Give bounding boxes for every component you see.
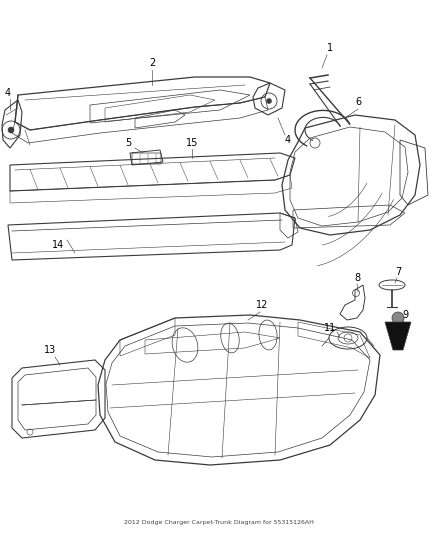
Polygon shape bbox=[385, 322, 411, 350]
Text: 14: 14 bbox=[52, 240, 64, 250]
Text: 12: 12 bbox=[256, 300, 268, 310]
Text: 11: 11 bbox=[324, 323, 336, 333]
Text: 2012 Dodge Charger Carpet-Trunk Diagram for 55315126AH: 2012 Dodge Charger Carpet-Trunk Diagram … bbox=[124, 520, 314, 525]
Text: 9: 9 bbox=[402, 310, 408, 320]
Circle shape bbox=[8, 127, 14, 133]
Circle shape bbox=[266, 99, 272, 103]
Text: 15: 15 bbox=[186, 138, 198, 148]
Text: 2: 2 bbox=[149, 58, 155, 68]
Text: 1: 1 bbox=[327, 43, 333, 53]
Circle shape bbox=[392, 312, 404, 324]
Text: 7: 7 bbox=[395, 267, 401, 277]
Text: 5: 5 bbox=[125, 138, 131, 148]
Text: 8: 8 bbox=[354, 273, 360, 283]
Text: 4: 4 bbox=[285, 135, 291, 145]
Text: 6: 6 bbox=[355, 97, 361, 107]
Text: 4: 4 bbox=[5, 88, 11, 98]
Text: 13: 13 bbox=[44, 345, 56, 355]
